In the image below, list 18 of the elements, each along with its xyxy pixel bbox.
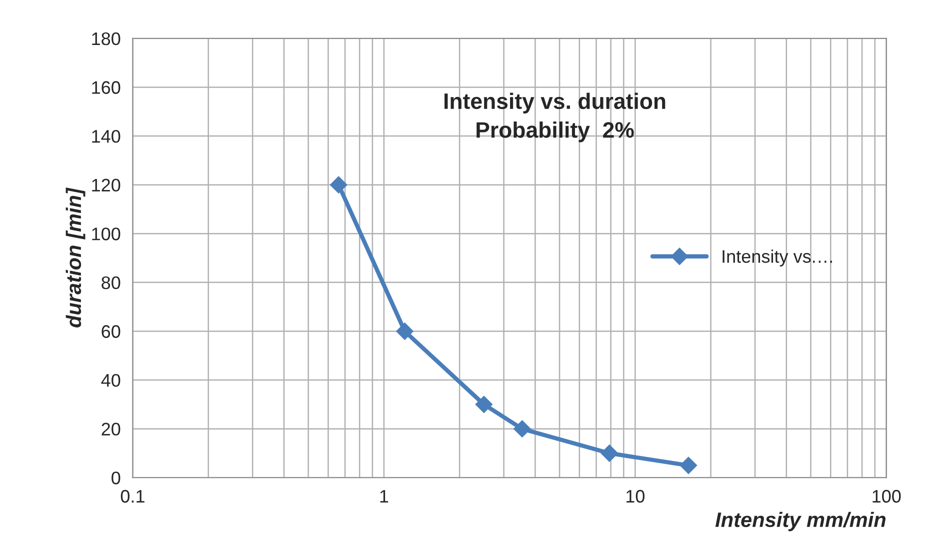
y-tick-label: 180	[92, 32, 120, 46]
y-tick-label: 100	[92, 228, 120, 240]
x-tick-label: 1	[380, 490, 388, 503]
y-axis-title: duration [min]	[66, 187, 86, 328]
y-tick-label: 60	[102, 325, 120, 338]
legend-label: Intensity vs.…	[722, 250, 832, 266]
text: Intensity vs. duration Probability 2%	[444, 92, 666, 142]
y-tick-label: 140	[92, 130, 120, 143]
x-tick-label: 100	[872, 490, 901, 503]
x-tick-label: 10	[626, 490, 644, 503]
y-tick-label: 160	[92, 81, 120, 94]
y-tick-label: 80	[102, 276, 120, 290]
y-tick-label: 120	[92, 178, 120, 192]
y-tick-label: 20	[102, 422, 120, 436]
x-tick-label: 0.1	[120, 490, 144, 503]
y-tick-label: 0	[112, 472, 120, 484]
x-axis-title: Intensity mm/min	[715, 512, 886, 532]
y-tick-label: 40	[101, 374, 120, 387]
